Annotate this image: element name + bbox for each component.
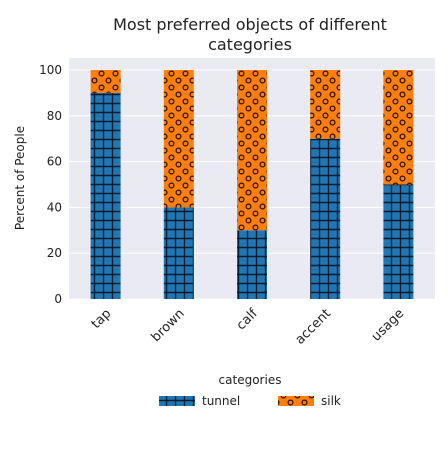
bar-usage-silk (383, 70, 413, 185)
x-tick-label-calf: calf (234, 306, 261, 333)
y-tick-label-40: 40 (47, 200, 62, 214)
y-tick-label-80: 80 (47, 109, 62, 123)
x-tick-label-tap: tap (89, 306, 115, 332)
bar-calf-silk (237, 70, 267, 230)
legend-swatch-silk (278, 396, 314, 406)
y-tick-label-100: 100 (39, 63, 62, 77)
bar-usage-tunnel (383, 185, 413, 300)
bar-accent-tunnel (310, 139, 340, 299)
chart-title-line-1: Most preferred objects of different (113, 15, 387, 34)
x-tick-label-brown: brown (149, 306, 188, 345)
x-axis-ticks: tap brown calf accent usage (89, 306, 407, 348)
x-tick-label-usage: usage (369, 306, 407, 344)
bar-calf-tunnel (237, 230, 267, 299)
y-tick-label-0: 0 (54, 292, 62, 306)
legend-label-silk: silk (321, 394, 341, 408)
bar-tap-silk (91, 70, 121, 93)
bar-brown-tunnel (164, 207, 194, 299)
legend-swatch-tunnel (159, 396, 195, 406)
y-tick-label-20: 20 (47, 246, 62, 260)
y-axis-label: Percent of People (13, 126, 27, 230)
bar-tap-tunnel (91, 93, 121, 299)
bar-accent-silk (310, 70, 340, 139)
chart-title-line-2: categories (208, 35, 292, 54)
bar-brown-silk (164, 70, 194, 207)
legend-label-tunnel: tunnel (202, 394, 240, 408)
legend: categories tunnel silk (159, 373, 341, 408)
chart-title: Most preferred objects of different cate… (113, 15, 387, 54)
legend-title: categories (219, 373, 282, 387)
y-axis-ticks: 0 20 40 60 80 100 (39, 63, 62, 306)
y-tick-label-60: 60 (47, 155, 62, 169)
x-tick-label-accent: accent (293, 306, 334, 347)
